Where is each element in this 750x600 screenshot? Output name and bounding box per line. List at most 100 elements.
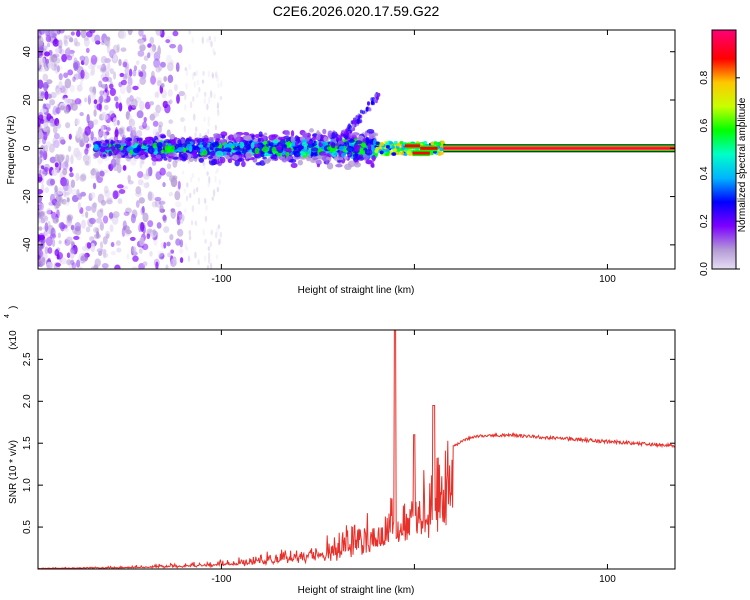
heatmap-cell: [106, 197, 113, 203]
heatmap-cell: [108, 83, 114, 90]
heatmap-cell: [89, 58, 97, 69]
heatmap-cell: [91, 203, 97, 213]
heatmap-cell: [109, 224, 114, 233]
heatmap-cell: [145, 168, 151, 177]
heatmap-cell: [144, 136, 153, 142]
heatmap-cell: [207, 119, 210, 127]
heatmap-cell: [44, 222, 49, 233]
heatmap-cell: [137, 150, 146, 155]
heatmap-cell: [211, 73, 215, 79]
heatmap-cell: [56, 209, 60, 219]
heatmap-cell: [116, 184, 124, 189]
heatmap-cell: [149, 101, 155, 106]
heatmap-cell: [55, 48, 60, 54]
heatmap-cell: [93, 99, 98, 105]
heatmap-cell: [220, 131, 228, 137]
heatmap-cell: [81, 212, 85, 217]
heatmap-cell: [192, 95, 195, 103]
heatmap-cell: [318, 143, 323, 147]
heatmap-cell: [38, 30, 46, 35]
heatmap-cell: [330, 142, 336, 149]
heatmap-cell: [375, 141, 380, 145]
heatmap-cell: [106, 43, 110, 54]
heatmap-cell: [137, 171, 144, 179]
heatmap-cell: [385, 144, 390, 149]
heatmap-cell: [99, 221, 104, 231]
heatmap-cell: [46, 261, 53, 269]
heatmap-cell: [84, 134, 89, 141]
heatmap-cell: [182, 214, 185, 222]
heatmap-cell: [277, 136, 286, 141]
heatmap-cell: [218, 179, 222, 186]
heatmap-cell: [40, 210, 45, 217]
heatmap-cell: [228, 134, 235, 141]
heatmap-cell: [137, 50, 145, 57]
heatmap-cell: [46, 113, 52, 122]
heatmap-cell: [119, 85, 126, 95]
heatmap-cell: [141, 63, 147, 71]
heatmap-cell: [83, 71, 90, 80]
heatmap-cell: [47, 220, 51, 228]
heatmap-cell: [104, 139, 110, 144]
heatmap-cell: [227, 158, 233, 164]
heatmap-cell: [178, 214, 185, 222]
heatmap-cell: [194, 220, 198, 226]
y-tick-label: 1.5: [22, 436, 33, 450]
heatmap-cell: [90, 168, 97, 176]
heatmap-cell: [43, 118, 49, 129]
heatmap-cell: [90, 65, 96, 75]
heatmap-cell: [367, 106, 371, 111]
heatmap-cell: [155, 154, 162, 159]
heatmap-cell: [218, 238, 222, 245]
heatmap-cell: [160, 150, 165, 154]
heatmap-cell: [158, 200, 166, 205]
heatmap-cell: [51, 168, 58, 177]
heatmap-cell: [151, 201, 158, 208]
heatmap-cell: [112, 148, 119, 155]
heatmap-cell: [170, 209, 177, 219]
heatmap-cell: [100, 125, 105, 132]
heatmap-cell: [346, 146, 354, 153]
heatmap-cell: [120, 47, 127, 52]
heatmap-cell: [193, 71, 196, 77]
heatmap-cell: [53, 132, 60, 140]
heatmap-cell: [58, 39, 63, 49]
heatmap-cell: [99, 90, 104, 96]
spectrogram-x-ticks: -100 100: [211, 30, 616, 285]
heatmap-cell: [58, 81, 63, 89]
heatmap-cell: [43, 82, 50, 89]
figure-title: C2E6.2026.020.17.59.G22: [273, 3, 440, 19]
heatmap-cell: [152, 112, 158, 119]
heatmap-cell: [94, 258, 101, 267]
heatmap-cell: [40, 118, 44, 124]
heatmap-cell: [61, 84, 67, 95]
heatmap-cell: [80, 69, 85, 79]
heatmap-cell: [138, 39, 145, 46]
heatmap-cell: [353, 162, 361, 168]
heatmap-cell: [351, 132, 360, 136]
heatmap-cell: [75, 150, 82, 161]
heatmap-cell: [51, 109, 56, 115]
heatmap-cell: [67, 184, 73, 195]
heatmap-cell: [206, 103, 209, 111]
heatmap-cell: [166, 171, 172, 177]
heatmap-cell: [344, 141, 350, 145]
heatmap-cell: [84, 126, 91, 136]
heatmap-cell: [149, 45, 155, 56]
y-tick-label: 20: [22, 94, 33, 106]
heatmap-cell: [197, 177, 200, 182]
heatmap-cell: [153, 58, 161, 68]
heatmap-cell: [184, 242, 187, 250]
heatmap-cell: [202, 229, 205, 236]
heatmap-cell: [254, 147, 260, 155]
heatmap-cell: [126, 125, 133, 132]
heatmap-cell: [177, 44, 183, 54]
heatmap-cell: [376, 95, 380, 100]
heatmap-cell: [136, 110, 144, 119]
heatmap-cell: [195, 186, 199, 193]
heatmap-cell: [170, 249, 175, 254]
heatmap-cell: [126, 127, 130, 132]
heatmap-cell: [169, 234, 174, 241]
heatmap-cell: [169, 43, 177, 49]
heatmap-cell: [139, 100, 145, 111]
